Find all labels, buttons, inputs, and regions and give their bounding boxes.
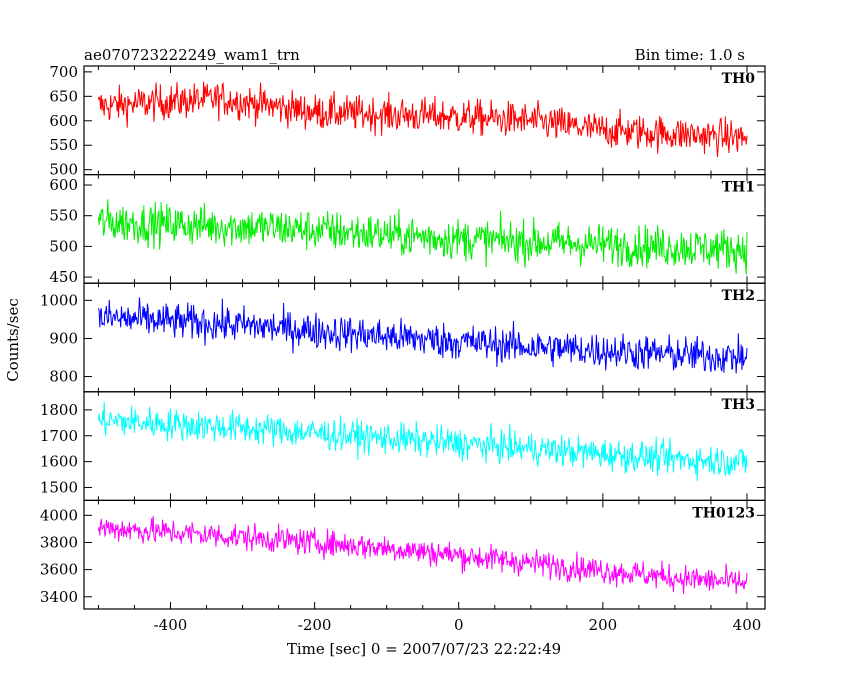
panel-th3: 1500 1600 1700 1800 TH3 xyxy=(40,391,766,501)
y-tick-label: 500 xyxy=(49,237,78,255)
y-tick-label: 700 xyxy=(49,63,78,81)
y-tick-label: 1800 xyxy=(40,401,78,419)
series-line-th1 xyxy=(97,199,748,275)
panel-label-th0123: TH0123 xyxy=(692,505,755,521)
panel-label-th2: TH2 xyxy=(722,288,755,304)
y-tick-label: 600 xyxy=(49,176,78,194)
y-tick-label: 550 xyxy=(49,207,78,225)
x-tick-label: -200 xyxy=(298,616,332,634)
x-tick-label: 0 xyxy=(454,616,464,634)
panel-label-th0: TH0 xyxy=(722,71,756,87)
panel-th2: 800 900 1000 TH2 xyxy=(40,282,766,393)
y-tick-label: 800 xyxy=(49,368,78,386)
chart-title: ae070723222249_wam1_trn xyxy=(84,46,300,64)
panel-frame xyxy=(83,174,766,284)
x-tick-label: 200 xyxy=(589,616,618,634)
panel-label-th3: TH3 xyxy=(722,397,755,413)
y-tick-label: 500 xyxy=(49,161,78,179)
y-tick-label: 650 xyxy=(49,87,78,105)
y-tick-label: 3600 xyxy=(40,561,78,579)
panels-group: 500 550 600 650 700 TH0 450 500 550 600 TH1 800 900 1… xyxy=(40,63,766,610)
y-tick-label: 3400 xyxy=(40,588,78,606)
y-tick-label: 600 xyxy=(49,112,78,130)
y-axis-label: Counts/sec xyxy=(4,298,22,382)
y-tick-label: 450 xyxy=(49,268,78,286)
series-line-th0123 xyxy=(97,515,748,595)
y-tick-label: 1700 xyxy=(40,427,78,445)
y-tick-label: 900 xyxy=(49,329,78,347)
bin-time-label: Bin time: 1.0 s xyxy=(635,46,745,64)
x-axis-label: Time [sec] 0 = 2007/07/23 22:22:49 xyxy=(287,640,561,658)
panel-th0: 500 550 600 650 700 TH0 xyxy=(49,63,766,179)
panel-th0123: 3400 3600 3800 4000 TH0123 xyxy=(40,499,766,610)
series-line-th2 xyxy=(97,297,748,374)
x-axis: -400 -200 0 200 400 xyxy=(154,616,762,634)
panel-th1: 450 500 550 600 TH1 xyxy=(49,174,766,286)
panel-frame xyxy=(83,499,766,610)
panel-label-th1: TH1 xyxy=(722,180,755,196)
y-tick-label: 1000 xyxy=(40,291,78,309)
series-line-th0 xyxy=(97,81,748,157)
y-tick-label: 550 xyxy=(49,136,78,154)
y-tick-label: 1500 xyxy=(40,478,78,496)
x-tick-label: 400 xyxy=(733,616,762,634)
panel-frame xyxy=(83,65,766,176)
y-tick-label: 1600 xyxy=(40,453,78,471)
x-tick-label: -400 xyxy=(154,616,188,634)
y-tick-label: 4000 xyxy=(40,506,78,524)
y-tick-label: 3800 xyxy=(40,533,78,551)
series-line-th3 xyxy=(97,402,748,481)
